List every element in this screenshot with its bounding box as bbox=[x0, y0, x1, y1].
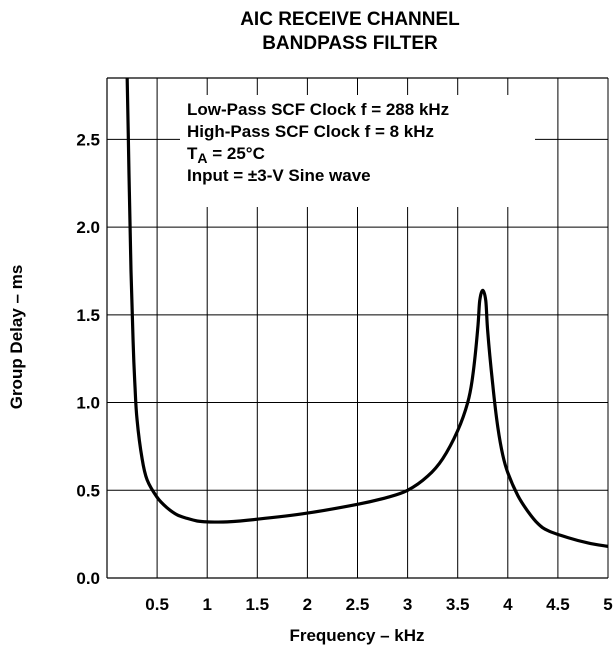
y-tick-label: 2.5 bbox=[76, 130, 100, 149]
annotation-input: Input = ±3-V Sine wave bbox=[187, 166, 371, 185]
annotation-lowpass-clock: Low-Pass SCF Clock f = 288 kHz bbox=[187, 100, 450, 119]
curve bbox=[125, 78, 608, 548]
x-tick-label: 0.5 bbox=[145, 595, 169, 614]
annotation-temperature: TA = 25°C bbox=[187, 143, 265, 169]
y-tick-label: 0.0 bbox=[76, 569, 100, 588]
annotation-background bbox=[180, 95, 535, 207]
x-tick-label: 4 bbox=[503, 595, 513, 614]
x-tick-label: 2.5 bbox=[346, 595, 370, 614]
y-tick-label: 0.5 bbox=[76, 481, 100, 500]
y-tick-label: 2.0 bbox=[76, 218, 100, 237]
x-tick-label: 2 bbox=[303, 595, 312, 614]
temperature-subscript: A bbox=[197, 150, 208, 166]
group-delay-curve bbox=[125, 78, 608, 548]
tick-labels: 0.5 1 1.5 2 2.5 3 3.5 4 4.5 5 0.0 0.5 1.0 1.5 2.0 2.5 bbox=[76, 130, 612, 614]
y-tick-label: 1.0 bbox=[76, 394, 100, 413]
chart-title-line2: BANDPASS FILTER bbox=[262, 33, 438, 54]
x-axis-label: Frequency – kHz bbox=[289, 626, 424, 645]
x-tick-label: 1 bbox=[202, 595, 211, 614]
temperature-value: = 25°C bbox=[207, 144, 265, 163]
chart-title-line1: AIC RECEIVE CHANNEL bbox=[240, 9, 460, 30]
y-axis-label: Group Delay – ms bbox=[7, 265, 26, 410]
y-tick-label: 1.5 bbox=[76, 306, 100, 325]
x-tick-label: 1.5 bbox=[245, 595, 269, 614]
annotation-highpass-clock: High-Pass SCF Clock f = 8 kHz bbox=[187, 122, 435, 141]
x-tick-label: 3.5 bbox=[446, 595, 470, 614]
temperature-symbol: T bbox=[187, 144, 198, 163]
x-tick-label: 5 bbox=[603, 595, 612, 614]
x-tick-label: 4.5 bbox=[546, 595, 570, 614]
x-tick-label: 3 bbox=[403, 595, 412, 614]
